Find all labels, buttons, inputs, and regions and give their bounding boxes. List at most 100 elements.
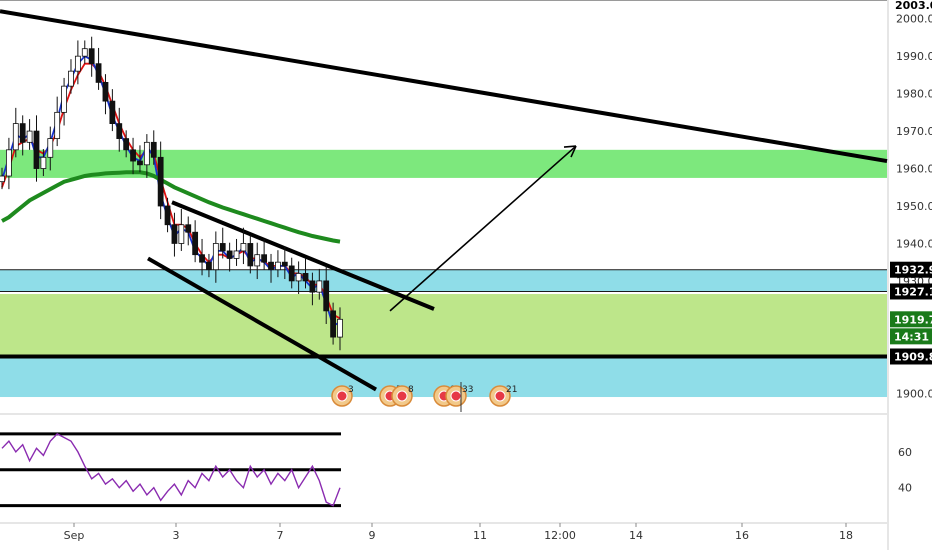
- long-term-trendline: [0, 9, 888, 164]
- channel-lower-line: [147, 256, 377, 392]
- candle-body: [68, 70, 74, 87]
- x-tick-label: 16: [735, 529, 749, 542]
- candle-body: [12, 123, 19, 151]
- candle-body: [109, 100, 116, 125]
- candle-body: [240, 243, 247, 252]
- price-tag-bg: [890, 348, 932, 365]
- candle-body: [33, 130, 40, 169]
- price-tags: 1932.99 1927.18 1919.75 14:31 1909.82: [890, 261, 932, 365]
- candle-body: [123, 138, 130, 151]
- candle-body: [261, 254, 268, 263]
- candle-body: [206, 261, 212, 271]
- sma-long-line: [1, 170, 341, 244]
- x-axis[interactable]: Sep 3 7 9 11 12:00 14 16 18: [64, 523, 853, 542]
- price-tag-label: 1927.18: [894, 285, 932, 298]
- candle-body: [212, 243, 219, 271]
- candle-body: [275, 261, 281, 271]
- y-tick-label: 1980.00: [896, 88, 932, 101]
- x-tick-label: 3: [173, 529, 180, 542]
- rsi-tick-label: 40: [898, 482, 912, 495]
- candle-body: [150, 141, 157, 158]
- candle-body: [171, 224, 178, 244]
- y-tick-label: 1950.00: [896, 200, 932, 213]
- y-tick-label: 1940.00: [896, 237, 932, 250]
- candle-body: [185, 224, 192, 233]
- x-tick-label: 18: [839, 529, 853, 542]
- candle-body: [61, 85, 67, 113]
- candle-body: [0, 175, 5, 183]
- candle-body: [102, 82, 109, 102]
- candle-body: [178, 224, 185, 244]
- y-axis[interactable]: 1900.001910.001920.001930.001940.001950.…: [895, 0, 932, 495]
- candle-body: [157, 156, 164, 207]
- rsi-tick-label: 60: [898, 446, 912, 459]
- candle-body: [316, 280, 323, 293]
- channel-upper-line: [171, 200, 435, 311]
- event-count: 21: [506, 385, 517, 395]
- price-zones: [0, 149, 887, 398]
- annotation-overlay: [0, 0, 889, 550]
- event-flag-core: [494, 390, 506, 402]
- candle-body: [40, 156, 47, 169]
- price-tag-label: 1909.82: [894, 350, 932, 363]
- candle-body: [309, 280, 316, 293]
- y-tick-label: 1970.00: [896, 125, 932, 138]
- x-tick-label: 14: [629, 529, 643, 542]
- candle-body: [192, 231, 199, 256]
- event-flag-core: [336, 390, 348, 402]
- event-count: 33: [462, 385, 473, 395]
- demand-zone: [0, 294, 887, 357]
- candle-body: [233, 250, 240, 259]
- candle-body: [137, 160, 143, 166]
- y-tick-label: 1960.00: [896, 163, 932, 176]
- candle-body: [19, 123, 26, 143]
- candle-body: [81, 48, 88, 57]
- x-tick-label: 12:00: [544, 529, 576, 542]
- candle-body: [47, 138, 54, 158]
- price-tag-bg: [890, 283, 932, 300]
- trend-lines: [0, 9, 888, 392]
- candle-body: [330, 310, 337, 338]
- candles: [0, 36, 343, 351]
- candle-body: [199, 254, 205, 263]
- candle-body: [219, 243, 226, 252]
- candle-body: [54, 111, 61, 139]
- candle-body: [26, 130, 33, 143]
- candle-body: [247, 243, 254, 267]
- event-count: 3: [348, 385, 354, 395]
- candle-body: [116, 123, 123, 139]
- y-top-tag: 2003.03: [895, 0, 932, 12]
- upper-blue-zone: [0, 269, 887, 292]
- candle-body: [254, 254, 261, 267]
- candle-body: [164, 205, 171, 226]
- price-tag-bg: [890, 311, 932, 328]
- candle-body: [281, 261, 288, 267]
- price-tag-label: 1932.99: [894, 264, 932, 277]
- candle-body: [95, 63, 102, 83]
- y-tick-label: 1900.00: [896, 387, 932, 400]
- candle-body: [302, 273, 309, 282]
- event-markers: 35893321: [331, 382, 517, 412]
- event-count: 8: [408, 385, 414, 395]
- candle-body: [143, 141, 150, 166]
- candle-body: [323, 280, 330, 312]
- x-tick-label: 11: [473, 529, 487, 542]
- rsi-line: [1, 433, 341, 507]
- candle-body: [88, 48, 95, 65]
- projection-arrowhead: [563, 145, 577, 158]
- price-tag-label: 14:31: [894, 330, 929, 343]
- candle-body: [226, 250, 233, 259]
- rsi-pane: [0, 432, 341, 508]
- event-flag-core: [450, 390, 462, 402]
- candle-body: [288, 265, 295, 282]
- candle-body: [74, 55, 81, 72]
- x-tick-label: Sep: [64, 529, 85, 542]
- candle-body: [130, 149, 136, 162]
- y-tick-label: 1990.00: [896, 50, 932, 63]
- candle-body: [268, 261, 274, 271]
- y-tick-label: 2000.00: [896, 13, 932, 26]
- candle-body: [295, 273, 302, 282]
- price-tag-bg: [890, 328, 932, 345]
